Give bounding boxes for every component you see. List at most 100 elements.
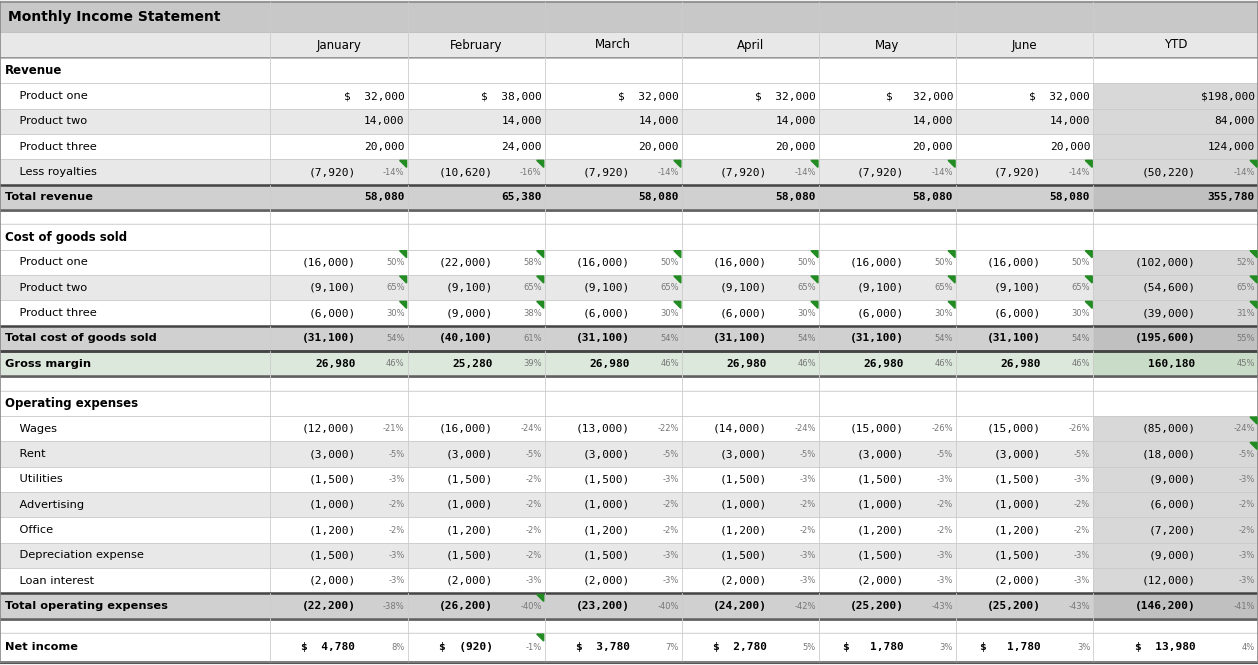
Text: -2%: -2% (526, 500, 542, 509)
Text: 20,000: 20,000 (364, 142, 405, 152)
Text: 26,980: 26,980 (314, 358, 356, 368)
Bar (1093, 326, 1258, 351)
Polygon shape (949, 301, 955, 309)
Text: (2,000): (2,000) (445, 576, 493, 586)
Polygon shape (1250, 301, 1257, 309)
Bar (408, 32, 545, 58)
Text: 58,080: 58,080 (1049, 192, 1091, 202)
Polygon shape (1250, 417, 1257, 424)
Text: 20,000: 20,000 (912, 142, 954, 152)
Text: -3%: -3% (389, 475, 405, 484)
Text: (2,000): (2,000) (857, 576, 905, 586)
Text: (6,000): (6,000) (720, 308, 767, 318)
Bar (0, 326, 1258, 351)
Text: (31,100): (31,100) (988, 333, 1042, 343)
Text: -3%: -3% (1239, 551, 1255, 560)
Text: Total revenue: Total revenue (5, 192, 93, 202)
Bar (1093, 416, 1258, 442)
Text: -2%: -2% (526, 551, 542, 560)
Text: (195,600): (195,600) (1135, 333, 1195, 343)
Text: -14%: -14% (384, 168, 405, 176)
Text: February: February (450, 39, 502, 51)
Bar (1093, 492, 1258, 517)
Text: -3%: -3% (663, 551, 679, 560)
Text: March: March (595, 39, 632, 51)
Text: 20,000: 20,000 (775, 142, 816, 152)
Text: -2%: -2% (663, 500, 679, 509)
Text: $   32,000: $ 32,000 (886, 91, 954, 101)
Text: 30%: 30% (798, 309, 816, 317)
Text: -3%: -3% (663, 475, 679, 484)
Text: (12,000): (12,000) (1141, 576, 1195, 586)
Text: -40%: -40% (521, 602, 542, 610)
Text: (3,000): (3,000) (445, 449, 493, 459)
Text: 25,280: 25,280 (452, 358, 493, 368)
Text: -3%: -3% (800, 475, 816, 484)
Text: (16,000): (16,000) (713, 257, 767, 267)
Text: Product one: Product one (5, 91, 88, 101)
Polygon shape (400, 251, 406, 258)
Text: -14%: -14% (1234, 168, 1255, 176)
Text: (22,000): (22,000) (439, 257, 493, 267)
Text: (3,000): (3,000) (994, 449, 1042, 459)
Text: Advertising: Advertising (5, 499, 84, 510)
Text: -2%: -2% (389, 525, 405, 535)
Text: -3%: -3% (389, 577, 405, 585)
Text: (1,000): (1,000) (582, 499, 630, 510)
Polygon shape (537, 160, 543, 168)
Text: (23,200): (23,200) (576, 601, 630, 611)
Text: -1%: -1% (526, 643, 542, 652)
Text: (31,100): (31,100) (713, 333, 767, 343)
Text: 26,980: 26,980 (1000, 358, 1042, 368)
Bar (1093, 32, 1258, 58)
Text: May: May (876, 39, 899, 51)
Text: -14%: -14% (658, 168, 679, 176)
Text: 14,000: 14,000 (912, 116, 954, 126)
Text: $  2,780: $ 2,780 (713, 642, 767, 652)
Polygon shape (674, 276, 681, 283)
Text: 54%: 54% (935, 334, 954, 343)
Polygon shape (674, 251, 681, 258)
Text: (2,000): (2,000) (582, 576, 630, 586)
Text: (6,000): (6,000) (994, 308, 1042, 318)
Text: (13,000): (13,000) (576, 424, 630, 434)
Text: (85,000): (85,000) (1141, 424, 1195, 434)
Text: Depreciation expense: Depreciation expense (5, 551, 143, 561)
Text: $  32,000: $ 32,000 (1029, 91, 1091, 101)
Text: 20,000: 20,000 (638, 142, 679, 152)
Text: $  3,780: $ 3,780 (576, 642, 630, 652)
Text: $  32,000: $ 32,000 (618, 91, 679, 101)
Text: -3%: -3% (1074, 577, 1091, 585)
Text: -2%: -2% (1239, 525, 1255, 535)
Text: (14,000): (14,000) (713, 424, 767, 434)
Text: (16,000): (16,000) (576, 257, 630, 267)
Text: 65%: 65% (1237, 283, 1255, 292)
Text: Revenue: Revenue (5, 64, 63, 77)
Text: 46%: 46% (935, 359, 954, 368)
Text: (16,000): (16,000) (439, 424, 493, 434)
Bar (956, 32, 1093, 58)
Text: $  4,780: $ 4,780 (302, 642, 356, 652)
Bar (1093, 83, 1258, 108)
Text: 8%: 8% (391, 643, 405, 652)
Text: (10,620): (10,620) (439, 167, 493, 177)
Text: -38%: -38% (382, 602, 405, 610)
Bar (0, 185, 1258, 210)
Text: Office: Office (5, 525, 53, 535)
Text: (1,500): (1,500) (445, 551, 493, 561)
Text: $  32,000: $ 32,000 (343, 91, 405, 101)
Text: 65%: 65% (523, 283, 542, 292)
Text: (2,000): (2,000) (720, 576, 767, 586)
Text: June: June (1011, 39, 1038, 51)
Text: -22%: -22% (658, 424, 679, 433)
Text: (1,200): (1,200) (445, 525, 493, 535)
Text: 30%: 30% (660, 309, 679, 317)
Text: Product two: Product two (5, 283, 87, 293)
Bar (0, 492, 1258, 517)
Text: -43%: -43% (931, 602, 954, 610)
Polygon shape (1086, 276, 1092, 283)
Text: (3,000): (3,000) (857, 449, 905, 459)
Text: (6,000): (6,000) (857, 308, 905, 318)
Bar (0, 517, 1258, 543)
Text: 38%: 38% (523, 309, 542, 317)
